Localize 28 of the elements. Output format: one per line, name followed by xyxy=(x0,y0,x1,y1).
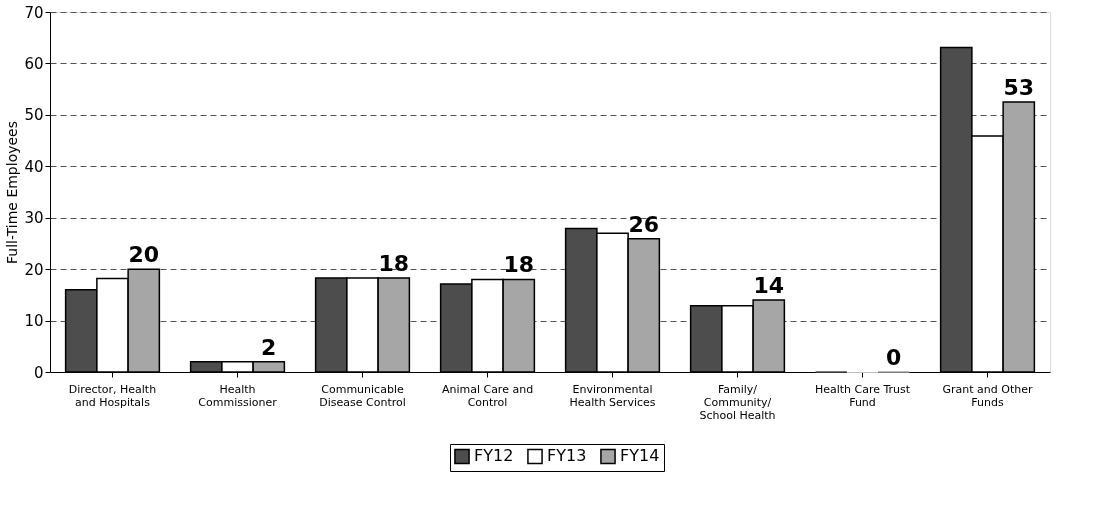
x-tick-label: Environmental Health Services xyxy=(569,382,656,409)
data-label: 53 xyxy=(1003,75,1035,100)
data-label: 26 xyxy=(628,211,660,237)
x-tick-label: Animal Care and Control xyxy=(441,382,534,409)
y-tick-label: 20 xyxy=(24,260,44,279)
data-label: 20 xyxy=(128,242,160,268)
y-tick-label: 60 xyxy=(24,54,44,73)
data-label: 2 xyxy=(261,334,277,360)
y-tick-label: 50 xyxy=(24,106,44,125)
data-label: 14 xyxy=(753,273,785,298)
x-tick-label: Health Commissioner xyxy=(198,382,278,409)
y-tick-label: 30 xyxy=(24,209,44,228)
legend-label: FY14 xyxy=(620,446,660,466)
y-tick-label: 10 xyxy=(24,312,44,331)
y-tick-label: 0 xyxy=(33,363,44,382)
y-axis-title: Full-Time Employees xyxy=(4,120,21,265)
legend-label: FY13 xyxy=(547,446,587,466)
data-label: 0 xyxy=(886,345,902,370)
y-tick-label: 40 xyxy=(24,157,44,176)
x-tick-label: Family/ Community/ School Health xyxy=(699,382,776,422)
data-label: 18 xyxy=(503,252,535,278)
x-tick-label: Director, Health and Hospitals xyxy=(68,382,157,409)
y-tick-label: 70 xyxy=(24,3,44,22)
x-tick-label: Health Care Trust Fund xyxy=(814,382,911,409)
x-tick-label: Communicable Disease Control xyxy=(319,382,406,409)
data-label: 18 xyxy=(378,250,410,276)
legend-label: FY12 xyxy=(474,446,514,466)
x-tick-label: Grant and Other Funds xyxy=(942,382,1033,409)
